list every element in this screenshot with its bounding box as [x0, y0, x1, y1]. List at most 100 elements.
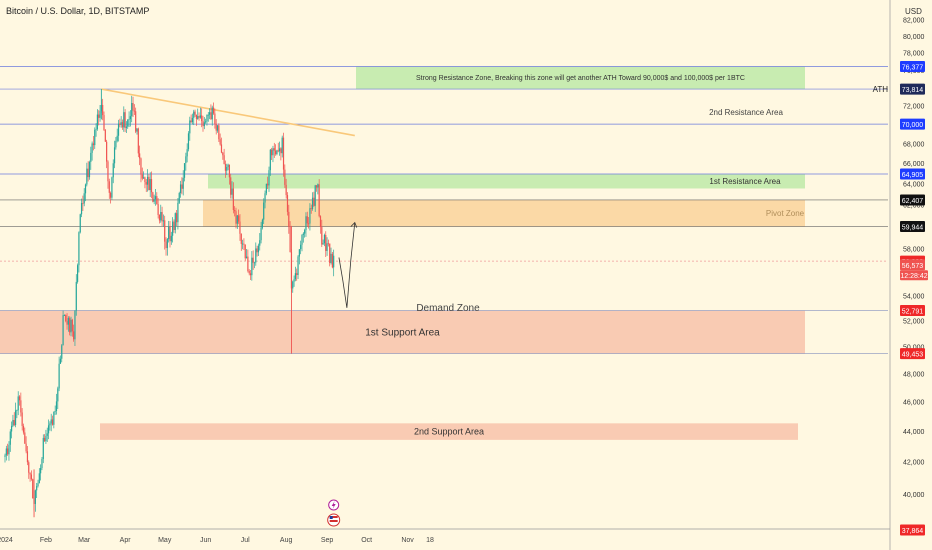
- candle-body[interactable]: [302, 233, 304, 235]
- candle-body[interactable]: [282, 137, 285, 170]
- candle-body[interactable]: [78, 232, 80, 266]
- candle-body[interactable]: [183, 163, 186, 178]
- candle-body[interactable]: [25, 443, 27, 452]
- candle-body[interactable]: [57, 388, 59, 402]
- candle-body[interactable]: [79, 214, 81, 233]
- candle-body[interactable]: [98, 114, 100, 118]
- candle-body[interactable]: [4, 455, 6, 457]
- candle-body[interactable]: [13, 419, 15, 426]
- candle-body[interactable]: [260, 227, 262, 241]
- candle-body[interactable]: [268, 170, 270, 186]
- candle-body[interactable]: [327, 243, 329, 245]
- candle-body[interactable]: [278, 148, 281, 152]
- candle-body[interactable]: [244, 244, 246, 259]
- candle-body[interactable]: [251, 257, 253, 276]
- candle-body[interactable]: [41, 458, 43, 469]
- candle-body[interactable]: [289, 227, 291, 253]
- candle-body[interactable]: [209, 112, 211, 115]
- candle-body[interactable]: [172, 221, 174, 236]
- candle-body[interactable]: [284, 169, 286, 185]
- candle-body[interactable]: [226, 167, 228, 171]
- candle-body[interactable]: [275, 150, 277, 155]
- candle-body[interactable]: [300, 244, 302, 250]
- candle-body[interactable]: [187, 133, 190, 150]
- candle-body[interactable]: [169, 226, 171, 242]
- candle-body[interactable]: [215, 123, 217, 131]
- candle-body[interactable]: [288, 211, 290, 228]
- candle-body[interactable]: [325, 234, 327, 251]
- candle-body[interactable]: [156, 196, 158, 205]
- candle-body[interactable]: [168, 226, 170, 240]
- candle-body[interactable]: [234, 210, 236, 212]
- candle-body[interactable]: [242, 243, 244, 245]
- candle-body[interactable]: [259, 240, 261, 246]
- candle-body[interactable]: [267, 183, 269, 186]
- candle-body[interactable]: [26, 451, 29, 463]
- candle-body[interactable]: [116, 135, 118, 141]
- candle-body[interactable]: [69, 318, 71, 333]
- candle-body[interactable]: [212, 107, 215, 114]
- candle-body[interactable]: [139, 153, 141, 159]
- candle-body[interactable]: [314, 185, 316, 206]
- candle-body[interactable]: [240, 233, 242, 244]
- candle-body[interactable]: [66, 320, 68, 325]
- candle-body[interactable]: [223, 155, 225, 165]
- candle-body[interactable]: [311, 197, 314, 209]
- candle-body[interactable]: [256, 248, 258, 253]
- candle-body[interactable]: [75, 281, 77, 311]
- candle-body[interactable]: [123, 112, 125, 128]
- candle-body[interactable]: [91, 143, 93, 153]
- candle-body[interactable]: [296, 273, 298, 276]
- candle-body[interactable]: [63, 315, 65, 316]
- candle-body[interactable]: [194, 111, 196, 115]
- candle-body[interactable]: [14, 410, 17, 426]
- candle-body[interactable]: [205, 121, 207, 123]
- candle-body[interactable]: [329, 243, 331, 263]
- candle-body[interactable]: [185, 156, 187, 164]
- candle-body[interactable]: [29, 472, 31, 475]
- candle-body[interactable]: [131, 103, 133, 117]
- candle-body[interactable]: [305, 216, 307, 231]
- candle-body[interactable]: [103, 115, 105, 131]
- candle-body[interactable]: [243, 243, 245, 245]
- candle-body[interactable]: [160, 211, 162, 221]
- candle-body[interactable]: [247, 256, 249, 272]
- candle-body[interactable]: [306, 216, 308, 224]
- candle-body[interactable]: [87, 168, 89, 178]
- candle-body[interactable]: [37, 483, 39, 487]
- candle-body[interactable]: [280, 148, 282, 154]
- currency-label[interactable]: USD: [905, 7, 922, 16]
- candle-body[interactable]: [228, 164, 230, 178]
- candle-body[interactable]: [315, 185, 318, 188]
- candle-body[interactable]: [129, 116, 131, 120]
- candle-body[interactable]: [92, 143, 95, 146]
- candle-body[interactable]: [67, 318, 69, 325]
- candle-body[interactable]: [162, 220, 164, 222]
- candle-body[interactable]: [46, 433, 48, 436]
- candle-body[interactable]: [125, 126, 128, 128]
- candle-body[interactable]: [216, 125, 219, 131]
- candle-body[interactable]: [331, 253, 333, 268]
- candle-body[interactable]: [40, 468, 42, 474]
- candle-body[interactable]: [111, 177, 113, 198]
- candle-body[interactable]: [136, 128, 138, 132]
- candle-body[interactable]: [227, 164, 229, 168]
- candle-body[interactable]: [32, 479, 34, 499]
- candle-body[interactable]: [51, 419, 54, 425]
- candle-body[interactable]: [193, 111, 195, 118]
- candle-body[interactable]: [186, 149, 188, 157]
- candle-body[interactable]: [94, 129, 96, 146]
- candle-body[interactable]: [149, 179, 151, 191]
- candle-body[interactable]: [59, 358, 62, 364]
- candle-body[interactable]: [150, 179, 153, 193]
- candle-body[interactable]: [107, 161, 109, 182]
- candle-body[interactable]: [195, 114, 197, 119]
- candle-body[interactable]: [309, 208, 311, 224]
- candle-body[interactable]: [96, 114, 98, 130]
- candle-body[interactable]: [90, 152, 92, 162]
- candle-body[interactable]: [74, 310, 76, 340]
- candle-body[interactable]: [264, 193, 266, 203]
- candle-body[interactable]: [117, 123, 120, 136]
- candle-body[interactable]: [321, 227, 323, 245]
